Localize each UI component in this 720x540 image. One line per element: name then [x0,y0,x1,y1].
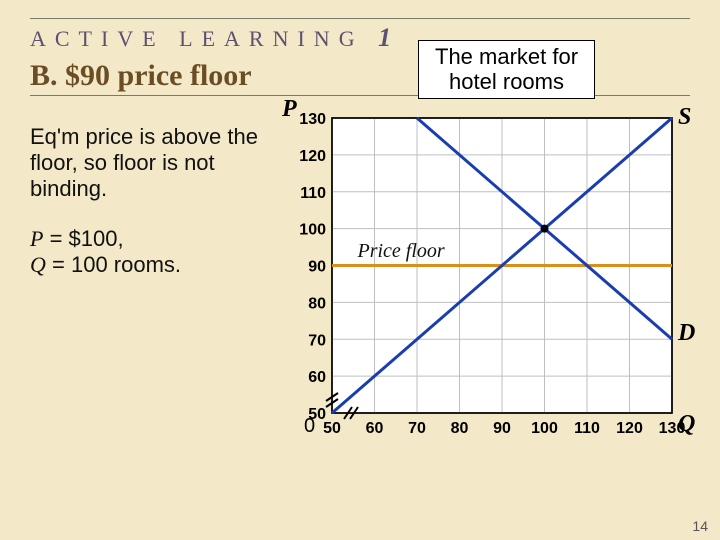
slide: ACTIVE LEARNING 1 B. $90 price floor Eq'… [0,0,720,540]
kicker-text: ACTIVE LEARNING [30,26,364,51]
q-var: Q [30,252,46,277]
supply-label: S [678,104,691,131]
svg-text:70: 70 [308,332,326,349]
origin-zero: 0 [304,415,315,438]
chart-svg: 5060708090100110120130506070809010011012… [288,110,688,500]
svg-text:130: 130 [299,111,326,128]
svg-text:120: 120 [616,420,643,437]
page-number: 14 [692,518,708,534]
svg-text:70: 70 [408,420,426,437]
p-value: $100 [69,226,118,251]
y-axis-label: P [282,96,297,123]
svg-text:60: 60 [308,369,326,386]
q-value: 100 rooms. [71,252,181,277]
rule-top [30,18,690,19]
p-var: P [30,226,43,251]
svg-text:110: 110 [300,185,326,202]
svg-text:50: 50 [323,420,341,437]
chart-area: The market for hotel rooms P 50607080901… [260,104,690,302]
paragraph-1: Eq'm price is above the floor, so floor … [30,124,260,202]
chart-title-l1: The market for [435,44,578,69]
svg-text:110: 110 [574,420,600,437]
x-axis-label: Q [678,411,690,476]
plot: The market for hotel rooms P 50607080901… [288,110,668,470]
svg-text:80: 80 [308,295,326,312]
svg-text:80: 80 [451,420,469,437]
svg-text:60: 60 [366,420,384,437]
svg-text:120: 120 [299,148,326,165]
svg-text:100: 100 [531,420,558,437]
body: Eq'm price is above the floor, so floor … [30,104,690,302]
price-floor-label: Price floor [358,240,445,263]
left-column: Eq'm price is above the floor, so floor … [30,104,260,302]
svg-text:90: 90 [493,420,511,437]
svg-text:100: 100 [299,222,326,239]
chart-title-l2: hotel rooms [449,69,564,94]
kicker-number: 1 [378,23,391,52]
chart-title: The market for hotel rooms [418,40,595,99]
demand-label: D [678,320,695,347]
svg-text:90: 90 [308,259,326,276]
paragraph-2: P = $100, Q = 100 rooms. [30,226,260,278]
